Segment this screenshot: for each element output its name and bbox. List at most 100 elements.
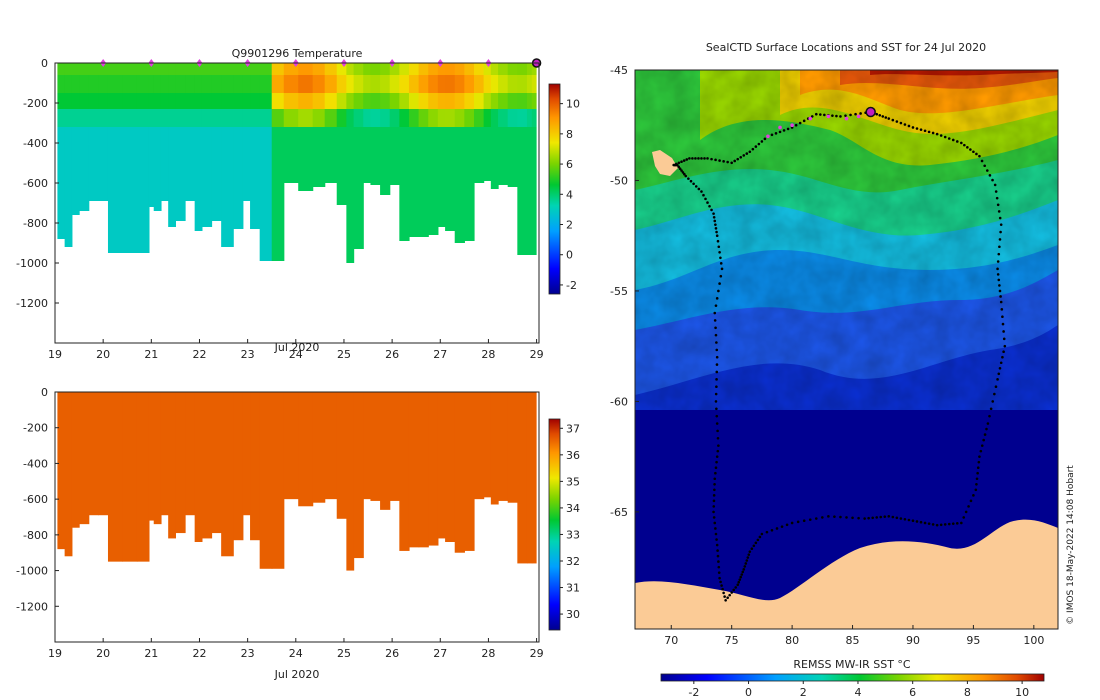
temperature-cbar-label-2: 2 [566,219,573,232]
temperature-cell [380,127,391,195]
track-point [979,449,983,453]
temperature-cell [153,63,162,75]
track-point [972,150,975,154]
track-point [730,591,733,594]
track-point [963,143,966,147]
track-point [739,575,743,579]
temperature-cell [517,127,528,255]
track-point [915,520,919,523]
track-point [939,523,943,527]
track-point [988,174,992,177]
temperature-cell [490,109,499,127]
track-point [907,124,911,128]
track-point [694,157,697,160]
temperature-cell [283,75,299,93]
track-point [1001,322,1005,326]
temperature-cell [153,75,162,93]
temperature-cell [437,109,446,127]
track-point [831,114,834,117]
temperature-y-tick-label--1000: -1000 [16,257,48,270]
temperature-cell [242,109,251,127]
track-point [839,115,842,118]
track-point [996,378,999,381]
track-point [985,427,988,431]
temperature-cell [107,75,124,93]
temperature-x-axis: 19 20 21 22 23 24 25 26 27 28 29 [48,339,544,361]
temperature-y-tick-label--600: -600 [23,177,48,190]
track-point [993,392,996,396]
temperature-cell [428,75,439,93]
temperature-cell [107,127,124,253]
temperature-cell [507,127,518,187]
temperature-cell [298,63,314,75]
track-point [715,348,719,352]
sst-map-title: SealCTD Surface Locations and SST for 24… [706,41,986,54]
salinity-cell [283,392,299,500]
temperature-cell [464,63,475,75]
salinity-cell [153,392,162,525]
temperature-x-label: Jul 2020 [274,341,320,354]
temperature-cell [185,63,196,75]
temperature-cell [298,75,314,93]
salinity-cell [175,392,186,534]
track-point [713,311,717,315]
temperature-cell [498,75,509,93]
temperature-cell [250,127,261,229]
track-point [745,559,749,562]
salinity-cell [185,392,196,516]
track-point [739,155,743,159]
track-point [756,538,760,542]
track-point [859,112,862,115]
track-point [752,544,756,548]
track-point [967,505,970,508]
track-point [689,179,693,183]
track-point [935,132,939,136]
temperature-cbar-label--2: -2 [566,279,577,292]
track-point [833,515,836,518]
temperature-cell [531,93,537,109]
salinity-x-tick-label-27: 27 [433,647,447,660]
salinity-x-tick-label-21: 21 [144,647,158,660]
track-point [681,171,685,174]
track-point [716,554,720,558]
salinity-y-tick-label-0: 0 [41,386,48,399]
salinity-cbar-label-33: 33 [566,528,580,541]
temperature-cell [79,63,90,75]
track-point [780,525,784,528]
track-point [760,532,764,536]
track-point [978,455,981,458]
track-point [863,517,866,520]
temperature-cell [437,63,446,75]
salinity-cell [221,392,234,557]
temperature-cell [498,93,509,109]
salinity-cell [408,392,420,548]
track-point [980,159,984,163]
track-point [712,499,716,503]
track-point [878,113,882,117]
track-point [955,140,959,143]
temperature-cell [526,75,533,93]
track-point [717,245,721,249]
track-point [867,516,870,520]
track-point [986,422,990,425]
temperature-cell [408,127,420,237]
track-point [715,385,718,388]
salinity-x-tick-label-23: 23 [241,647,255,660]
temperature-cell [454,75,465,93]
temperature-cell [160,63,169,75]
salinity-y-tick-label--200: -200 [23,422,48,435]
temperature-cell [370,93,381,109]
track-point [851,516,854,520]
temperature-cell [336,75,347,93]
track-point [714,392,718,396]
track-point [798,121,802,125]
track-point [712,510,715,514]
track-point [730,161,733,165]
track-point [993,183,997,187]
temperature-cell [454,109,465,127]
track-point [700,157,703,160]
track-point [770,529,774,532]
track-point [715,422,719,425]
salinity-x-axis: 19 20 21 22 23 24 25 26 27 28 29 [48,638,544,660]
temperature-cell [526,93,533,109]
